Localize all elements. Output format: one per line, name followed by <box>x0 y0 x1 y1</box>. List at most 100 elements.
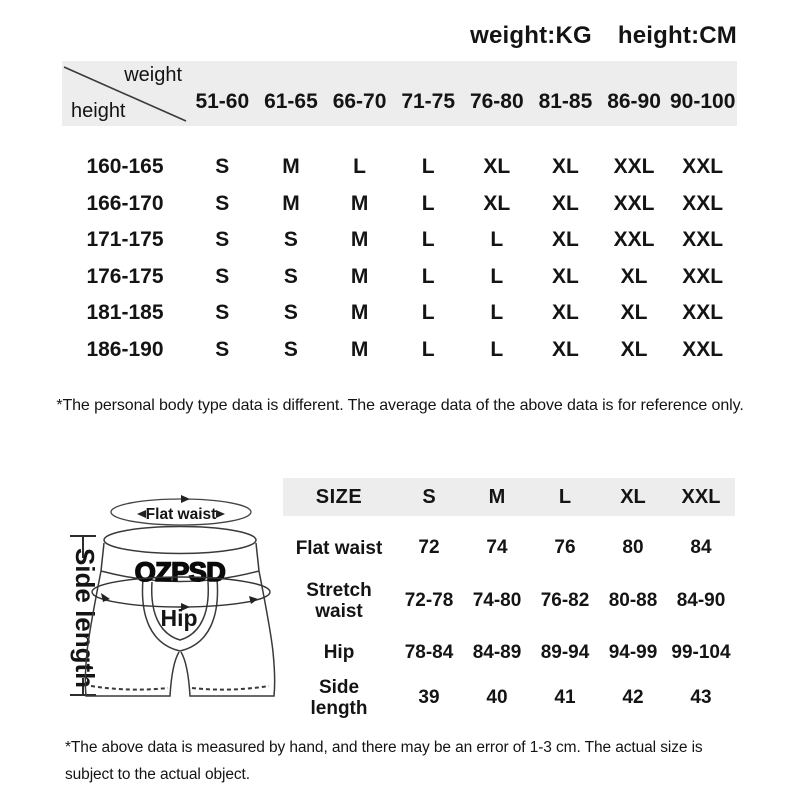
side-length-label: Side length <box>70 548 100 688</box>
corner-height-label: height <box>71 100 126 122</box>
waistband-left-edge <box>100 542 105 572</box>
measurement-row: Side length 39 40 41 42 43 <box>283 675 735 720</box>
measurement-value: 89-94 <box>540 641 590 663</box>
right-hem-stitching <box>191 685 270 691</box>
size-cell: M <box>350 301 369 325</box>
hip-label: Hip <box>160 605 197 631</box>
size-cell: XXL <box>682 155 724 179</box>
measurements-table: SIZE S M L XL XXL Flat waist 72 74 76 80 84 Stretch… <box>283 478 735 720</box>
size-cell: L <box>353 155 366 179</box>
size-cell: L <box>421 155 435 179</box>
size-cell: XXL <box>613 155 655 179</box>
size-cell: L <box>421 337 435 361</box>
right-leg <box>180 570 276 697</box>
hip-center-arrow-icon <box>181 603 190 611</box>
size-cell: S <box>215 155 230 179</box>
matrix-col-header: 61-65 <box>264 89 318 113</box>
measurement-row: Flat waist 72 74 76 80 84 <box>283 524 735 572</box>
size-cell: XL <box>552 337 579 361</box>
measurement-row: Hip 78-84 84-89 89-94 94-99 99-104 <box>283 630 735 675</box>
size-cell: XL <box>552 191 579 215</box>
size-col-header: XXL <box>681 485 721 508</box>
matrix-col-header: 71-75 <box>401 89 456 113</box>
size-cell: S <box>283 264 298 288</box>
flat-waist-left-arrow-icon <box>137 510 146 518</box>
size-cell: L <box>421 228 435 252</box>
size-cell: S <box>215 337 230 361</box>
measurement-value: 76-82 <box>540 590 590 611</box>
size-cell: L <box>490 228 504 252</box>
size-cell: XL <box>620 337 648 361</box>
measurement-value: 42 <box>622 686 644 708</box>
size-cell: XL <box>620 264 648 288</box>
matrix-header-row: weight height 51-60 61-65 66-70 71-75 76-80 8… <box>62 61 737 126</box>
size-cell: XL <box>552 264 579 288</box>
height-range-label: 186-190 <box>86 337 164 361</box>
size-cell: XXL <box>613 228 655 252</box>
size-cell: XXL <box>682 301 724 325</box>
size-cell: XL <box>552 228 579 252</box>
flat-waist-right-arrow-icon <box>216 510 225 518</box>
size-col-header: XL <box>620 485 646 508</box>
matrix-col-header: 90-100 <box>669 89 736 113</box>
size-cell: M <box>350 264 369 288</box>
measurement-value: 74-80 <box>472 590 522 611</box>
measurement-value: 78-84 <box>404 641 454 663</box>
waist-opening <box>103 525 257 555</box>
size-cell: XL <box>483 155 511 179</box>
size-cell: XXL <box>682 264 724 288</box>
measurement-label: Hip <box>323 642 355 663</box>
pouch-outer-seam <box>141 578 219 652</box>
measurements-footnote: *The above data is measured by hand, and… <box>65 739 703 783</box>
measurement-value: 84-89 <box>472 641 522 663</box>
waistband-right-edge <box>255 542 260 572</box>
left-leg <box>84 570 180 697</box>
size-cell: M <box>350 337 369 361</box>
size-col-header: M <box>488 485 506 508</box>
side-length-measure <box>70 535 96 696</box>
height-range-label: 160-165 <box>86 155 164 179</box>
size-cell: M <box>350 228 369 252</box>
size-cell: S <box>215 264 230 288</box>
size-cell: XXL <box>682 191 724 215</box>
measurement-value: 84-90 <box>676 590 726 611</box>
measurement-value: 80-88 <box>608 590 658 611</box>
brand-logo: OZPSD <box>135 557 226 587</box>
size-cell: L <box>421 264 435 288</box>
measurement-value: 40 <box>486 686 508 708</box>
corner-weight-label: weight <box>124 64 182 86</box>
size-cell: S <box>215 228 230 252</box>
units-header: weight:KG height:CM <box>470 22 737 50</box>
corner-diagonal-line <box>63 66 187 122</box>
size-cell: XL <box>552 155 579 179</box>
measurement-value: 39 <box>418 686 440 708</box>
size-cell: S <box>283 301 298 325</box>
size-cell: L <box>421 301 435 325</box>
size-cell: L <box>421 191 435 215</box>
height-range-label: 176-175 <box>86 264 164 288</box>
measurement-row: Stretch waist 72-78 74-80 76-82 80-88 84-90 <box>283 572 735 630</box>
hip-left-arrow-icon <box>101 593 110 602</box>
measurement-value: 72-78 <box>404 590 454 611</box>
measurement-value: 76 <box>554 537 576 558</box>
flat-waist-top-arrow-icon <box>181 495 190 503</box>
matrix-col-header: 51-60 <box>195 89 250 113</box>
size-cell: M <box>282 191 300 215</box>
size-cell: XL <box>483 191 511 215</box>
size-cell: XL <box>620 301 648 325</box>
matrix-footnote: *The personal body type data is differen… <box>56 397 744 414</box>
matrix-body: 160-165 S M L L XL XL XXL XXL 166-170 S M M L XL XL XXL X… <box>62 149 737 368</box>
matrix-row: 186-190 S S M L L XL XL XXL <box>62 332 737 369</box>
size-cell: S <box>215 301 230 325</box>
matrix-row: 160-165 S M L L XL XL XXL XXL <box>62 149 737 186</box>
size-cell: M <box>350 191 369 215</box>
size-col-header: L <box>558 485 572 508</box>
size-cell: L <box>490 301 504 325</box>
height-range-label: 181-185 <box>86 301 164 325</box>
matrix-row: 166-170 S M M L XL XL XXL XXL <box>62 186 737 223</box>
left-hem-stitching <box>90 685 169 691</box>
size-cell: XL <box>552 301 579 325</box>
matrix-col-header: 81-85 <box>538 89 593 113</box>
matrix-col-header: 76-80 <box>469 89 524 113</box>
size-cell: L <box>490 337 504 361</box>
